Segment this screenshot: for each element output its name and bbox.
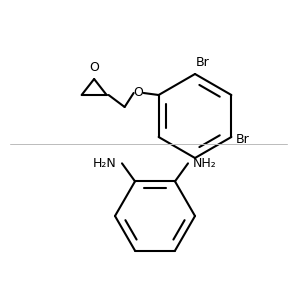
Text: Br: Br xyxy=(196,56,210,69)
Text: O: O xyxy=(134,87,143,99)
Text: O: O xyxy=(89,61,99,74)
Text: Br: Br xyxy=(236,133,249,146)
Text: H₂N: H₂N xyxy=(93,157,117,170)
Text: NH₂: NH₂ xyxy=(193,157,217,170)
